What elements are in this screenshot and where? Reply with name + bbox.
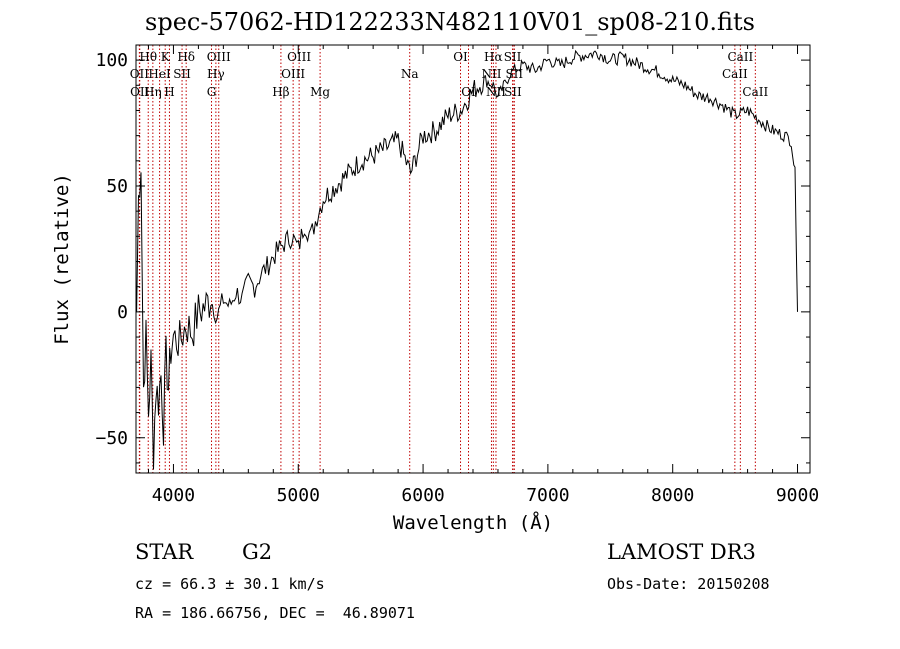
y-tick-label: 100 xyxy=(95,50,128,71)
y-tick-label: 50 xyxy=(106,176,128,197)
line-label: CaII xyxy=(727,50,753,64)
x-tick-label: 5000 xyxy=(277,485,320,506)
line-label: OII xyxy=(130,67,150,81)
chart-title: spec-57062-HD122233N482110V01_sp08-210.f… xyxy=(145,8,755,36)
x-tick-label: 7000 xyxy=(526,485,569,506)
survey-name: LAMOST DR3 xyxy=(607,540,756,564)
y-tick-label: 0 xyxy=(117,302,128,323)
line-label: K xyxy=(161,50,171,64)
redshift-text: cz = 66.3 ± 30.1 km/s xyxy=(135,575,325,593)
obs-date: Obs-Date: 20150208 xyxy=(607,575,770,593)
x-axis-label: Wavelength (Å) xyxy=(393,511,553,534)
line-label: OI xyxy=(461,85,476,99)
x-tick-label: 8000 xyxy=(651,485,694,506)
line-label: H xyxy=(164,85,174,99)
line-label: Mg xyxy=(310,85,330,99)
plot-frame xyxy=(135,44,811,474)
line-label: CaII xyxy=(742,85,768,99)
line-label: HeI xyxy=(148,67,171,81)
line-label: OII xyxy=(130,85,150,99)
line-label: Hγ xyxy=(207,67,225,81)
line-label: SII xyxy=(505,67,523,81)
line-label: Hθ xyxy=(139,50,157,64)
x-tick-label: 9000 xyxy=(776,485,819,506)
x-tick-label: 4000 xyxy=(152,485,195,506)
line-label: NII xyxy=(486,85,506,99)
object-subclass: G2 xyxy=(242,540,273,564)
line-label: OIII xyxy=(287,50,311,64)
object-class: STAR xyxy=(135,540,194,564)
y-tick-label: −50 xyxy=(95,428,128,449)
line-label: OIII xyxy=(207,50,231,64)
line-label: OIII xyxy=(281,67,305,81)
line-label: CaII xyxy=(722,67,748,81)
coordinates: RA = 186.66756, DEC = 46.89071 xyxy=(135,604,415,622)
line-label: Hδ xyxy=(177,50,195,64)
line-label: Hβ xyxy=(272,85,289,99)
line-label: SII xyxy=(504,85,522,99)
line-label: G xyxy=(207,85,217,99)
line-label: Hα xyxy=(484,50,503,64)
line-label: Na xyxy=(401,67,419,81)
flux-series xyxy=(136,49,798,470)
line-label: SII xyxy=(173,67,191,81)
line-label: OI xyxy=(453,50,468,64)
line-label: NII xyxy=(481,67,501,81)
y-axis-label: Flux (relative) xyxy=(51,173,73,345)
line-label: SII xyxy=(504,50,522,64)
x-tick-label: 6000 xyxy=(401,485,444,506)
line-label: Hη xyxy=(144,85,162,99)
